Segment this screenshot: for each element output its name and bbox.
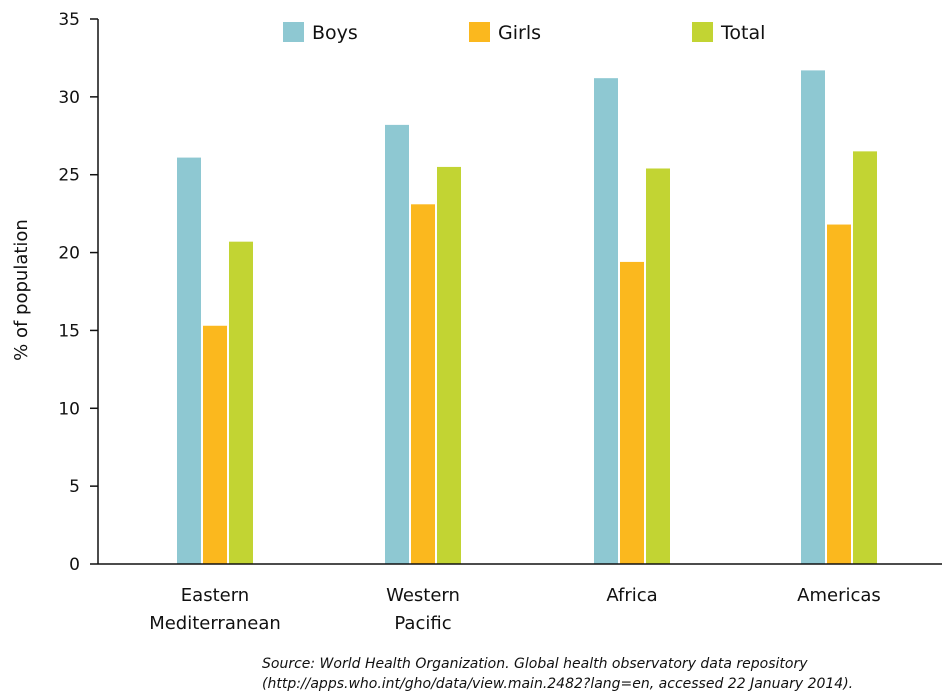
x-tick-label: Pacific [394,613,451,634]
legend-swatch-boys [283,22,304,42]
x-tick-label: Eastern [181,585,249,606]
y-tick-label: 10 [58,399,80,419]
bar-boys [594,78,618,565]
source-line-1: Source: World Health Organization. Globa… [262,656,808,672]
bar-total [646,168,670,564]
legend-swatch-total [692,22,713,42]
bar-girls [620,261,644,564]
x-axis: Eastern Mediterranean Western Pacific Africa… [98,563,942,634]
y-axis: 0 5 10 15 20 25 30 35 [58,10,99,575]
bar-boys [385,124,409,564]
y-tick-label: 25 [58,166,80,186]
bars [177,70,877,565]
bar-girls [411,204,435,565]
bar-total [853,151,877,564]
y-tick-label: 0 [69,555,80,575]
y-tick-label: 5 [69,477,80,497]
y-axis-label: % of population [11,219,32,361]
x-tick-label: Western [386,585,460,606]
y-tick-label: 35 [58,10,80,30]
x-tick-label: Mediterranean [149,613,281,634]
bar-boys [177,157,201,565]
x-tick-label: Africa [606,585,657,606]
source-line-2: (http://apps.who.int/gho/data/view.main.… [262,676,854,692]
bar-total [229,241,253,564]
legend-label-girls: Girls [498,22,541,44]
bar-girls [827,224,851,565]
y-tick-label: 20 [58,244,80,264]
bar-girls [203,325,227,564]
y-tick-label: 15 [58,321,80,341]
legend: Boys Girls Total [283,22,765,44]
x-tick-label: Americas [797,585,881,606]
source-note: Source: World Health Organization. Globa… [262,654,942,694]
bar-boys [801,70,825,564]
legend-label-total: Total [720,22,765,44]
legend-swatch-girls [469,22,490,42]
bar-chart: 0 5 10 15 20 25 30 35 Eastern Mediterranean Weste… [11,10,942,634]
bar-total [437,166,461,564]
legend-label-boys: Boys [312,22,358,44]
y-tick-label: 30 [58,88,80,108]
